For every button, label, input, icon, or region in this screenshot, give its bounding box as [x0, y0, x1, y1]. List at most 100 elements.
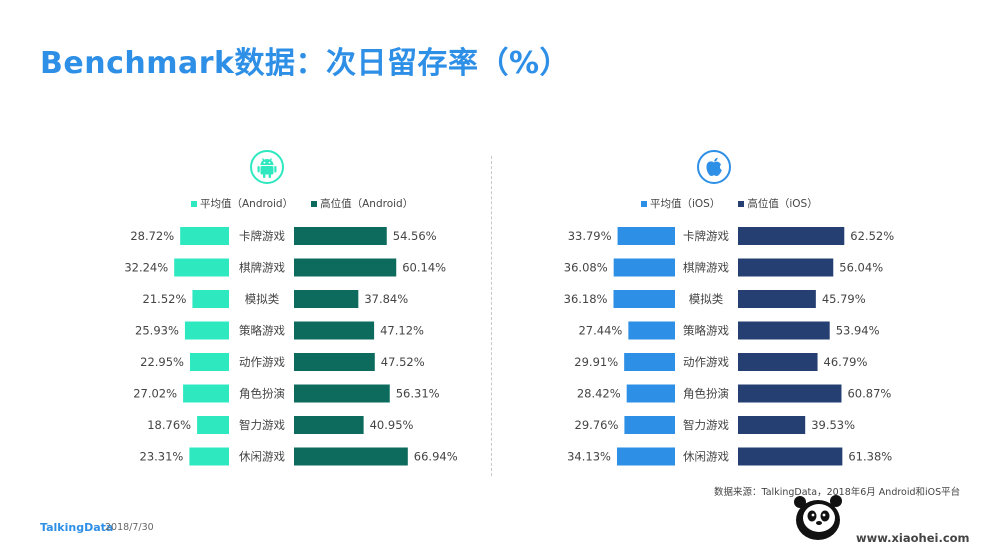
android-category-label-6: 智力游戏 — [239, 418, 285, 432]
legend-label-android-high: 高位值（Android） — [320, 198, 414, 210]
ios-high-value-5: 60.87% — [847, 387, 891, 401]
ios-high-bar-5 — [738, 384, 842, 403]
ios-category-label-7: 休闲游戏 — [683, 450, 729, 464]
ios-category-label-2: 模拟类 — [689, 292, 724, 306]
legend-item-android-high: 高位值（Android） — [311, 196, 413, 211]
ios-high-bar-4 — [738, 353, 818, 371]
android-avg-value-3: 25.93% — [135, 324, 179, 338]
ios-category-label-5: 角色扮演 — [683, 387, 729, 401]
ios-avg-value-1: 36.08% — [564, 261, 608, 275]
android-high-bar-5 — [294, 384, 390, 403]
data-source-note: 数据来源：TalkingData，2018年6月 Android和iOS平台 — [714, 487, 961, 498]
ios-high-bar-2 — [738, 290, 816, 308]
ios-high-bar-7 — [738, 447, 843, 466]
ios-high-value-6: 39.53% — [811, 418, 855, 432]
apple-icon — [697, 150, 731, 184]
ios-high-bar-1 — [738, 258, 834, 277]
android-category-label-7: 休闲游戏 — [239, 450, 285, 464]
ios-high-value-3: 53.94% — [836, 324, 880, 338]
panel-divider — [491, 156, 492, 476]
ios-avg-value-0: 33.79% — [568, 229, 612, 243]
android-avg-bar-5 — [183, 384, 229, 403]
android-avg-value-0: 28.72% — [130, 229, 174, 243]
ios-avg-bar-0 — [617, 227, 675, 245]
android-avg-value-2: 21.52% — [143, 292, 187, 306]
legend-item-android-avg: 平均值（Android） — [191, 196, 293, 211]
watermark-text: 小黑游戏 — [845, 509, 892, 523]
android-icon — [250, 150, 284, 184]
ios-category-label-6: 智力游戏 — [683, 418, 729, 432]
android-avg-bar-2 — [192, 290, 229, 308]
footer-date: 2018/7/30 — [105, 522, 154, 533]
android-high-value-1: 60.14% — [402, 261, 446, 275]
android-high-bar-6 — [294, 416, 364, 434]
android-category-label-0: 卡牌游戏 — [239, 229, 285, 243]
android-avg-bar-7 — [189, 447, 229, 466]
android-high-value-5: 56.31% — [396, 387, 440, 401]
ios-avg-bar-1 — [613, 258, 675, 277]
legend-label-android-avg: 平均值（Android） — [200, 198, 294, 210]
legend-swatch-android-avg — [191, 200, 197, 207]
ios-high-bar-0 — [738, 227, 845, 245]
ios-avg-value-2: 36.18% — [564, 292, 608, 306]
ios-high-bar-6 — [738, 416, 806, 434]
android-avg-bar-6 — [197, 416, 229, 434]
page-title: Benchmark数据：次日留存率（%） — [40, 46, 571, 81]
watermark-logo: 小黑游戏 www.xiaohei.com — [794, 495, 970, 545]
android-high-bar-1 — [294, 258, 397, 277]
ios-avg-value-5: 28.42% — [577, 387, 621, 401]
ios-avg-value-4: 29.91% — [574, 355, 618, 369]
ios-high-value-7: 61.38% — [848, 450, 892, 464]
android-avg-bar-3 — [184, 321, 229, 340]
ios-high-value-4: 46.79% — [824, 355, 868, 369]
ios-avg-value-6: 29.76% — [575, 418, 619, 432]
ios-category-label-4: 动作游戏 — [683, 355, 729, 369]
android-avg-value-4: 22.95% — [140, 355, 184, 369]
legend-label-ios-avg: 平均值（iOS） — [650, 198, 721, 210]
watermark-url: www.xiaohei.com — [856, 531, 970, 545]
android-high-value-6: 40.95% — [370, 418, 414, 432]
android-high-bar-2 — [294, 290, 359, 308]
legend-item-ios-high: 高位值（iOS） — [738, 196, 818, 211]
ios-legend: 平均值（iOS） 高位值（iOS） — [641, 196, 818, 211]
ios-avg-value-3: 27.44% — [578, 324, 622, 338]
legend-swatch-ios-high — [738, 200, 745, 207]
android-high-bar-7 — [294, 447, 408, 466]
android-avg-bar-4 — [189, 353, 229, 371]
android-category-label-3: 策略游戏 — [239, 324, 285, 338]
ios-avg-bar-3 — [628, 321, 675, 340]
ios-avg-bar-6 — [624, 416, 675, 434]
android-high-value-0: 54.56% — [393, 229, 437, 243]
ios-category-label-3: 策略游戏 — [683, 324, 729, 338]
android-high-bar-3 — [294, 321, 375, 340]
ios-high-value-1: 56.04% — [839, 261, 883, 275]
ios-avg-bar-5 — [626, 384, 675, 403]
android-high-value-7: 66.94% — [414, 450, 458, 464]
android-avg-bar-1 — [174, 258, 229, 277]
ios-high-value-2: 45.79% — [822, 292, 866, 306]
ios-high-value-0: 62.52% — [850, 229, 894, 243]
android-category-label-2: 模拟类 — [245, 292, 280, 306]
android-high-value-4: 47.52% — [381, 355, 425, 369]
android-high-value-3: 47.12% — [380, 324, 424, 338]
android-avg-value-6: 18.76% — [147, 418, 191, 432]
legend-item-ios-avg: 平均值（iOS） — [641, 196, 720, 211]
android-legend: 平均值（Android） 高位值（Android） — [191, 196, 413, 211]
android-high-bar-4 — [294, 353, 375, 371]
ios-bar-chart: 33.79% 卡牌游戏 62.52% 36.08% 棋牌游戏 56.04% 36.18% 模拟… — [564, 227, 894, 466]
android-avg-value-5: 27.02% — [133, 387, 177, 401]
ios-avg-bar-2 — [613, 290, 675, 308]
android-high-value-2: 37.84% — [364, 292, 408, 306]
ios-high-bar-3 — [738, 321, 830, 340]
ios-avg-value-7: 34.13% — [567, 450, 611, 464]
android-avg-value-1: 32.24% — [124, 261, 168, 275]
legend-swatch-android-high — [311, 200, 318, 207]
android-avg-bar-0 — [180, 227, 229, 245]
android-high-bar-0 — [294, 227, 387, 245]
legend-label-ios-high: 高位值（iOS） — [747, 198, 818, 210]
android-avg-value-7: 23.31% — [140, 450, 184, 464]
legend-swatch-ios-avg — [641, 200, 647, 207]
ios-avg-bar-7 — [616, 447, 675, 466]
ios-avg-bar-4 — [624, 353, 675, 371]
footer-brand: TalkingData — [40, 521, 114, 534]
